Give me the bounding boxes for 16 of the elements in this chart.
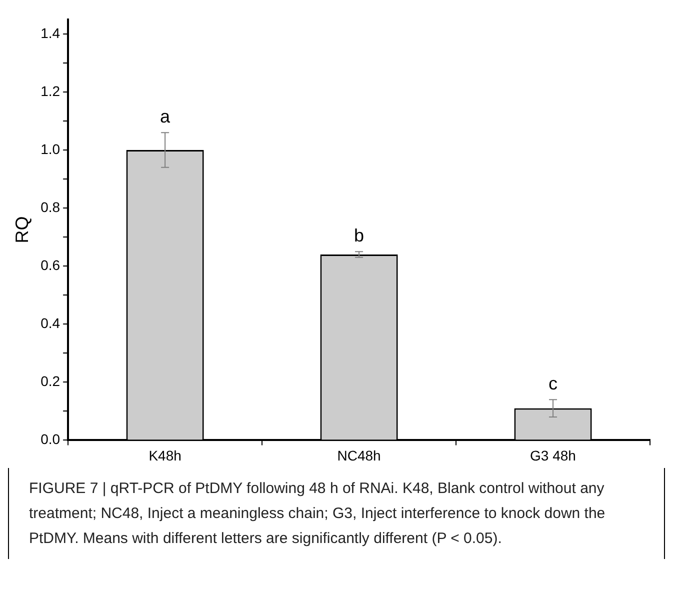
x-tick-label: NC48h <box>337 447 381 464</box>
y-tick-label: 0.4 <box>40 314 60 331</box>
y-tick-label: 1.4 <box>40 24 60 41</box>
y-tick-label: 0.6 <box>40 256 60 273</box>
y-tick-label: 1.0 <box>40 140 60 157</box>
annotation: b <box>354 226 364 246</box>
y-axis-title: RQ <box>12 216 32 244</box>
x-tick-label: K48h <box>148 447 182 464</box>
y-tick-label: 1.2 <box>40 82 60 99</box>
y-tick-label: 0.2 <box>40 373 60 390</box>
y-tick-label: 0.8 <box>40 198 60 215</box>
annotation: a <box>160 106 172 127</box>
x-tick-label: G3 48h <box>530 447 576 464</box>
y-tick-label: 0.0 <box>40 431 60 448</box>
annotation: c <box>548 374 558 394</box>
caption: FIGURE 7 | qRT-PCR of PtDMY following 48 h of RNAi. K48, Blank control without any treatment; NC48, Inject a meaningless chain; G3, Inject interference to knock down the PtDMY. Means with different letters are significantly different (P < 0.05). <box>8 468 665 559</box>
